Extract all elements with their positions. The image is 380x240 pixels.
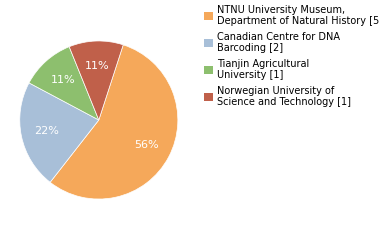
Wedge shape (29, 47, 99, 120)
Wedge shape (69, 41, 123, 120)
Text: 56%: 56% (134, 140, 158, 150)
Wedge shape (20, 83, 99, 182)
Text: 22%: 22% (34, 126, 59, 136)
Text: 11%: 11% (51, 75, 75, 85)
Text: 11%: 11% (85, 61, 109, 71)
Legend: NTNU University Museum,
Department of Natural History [5], Canadian Centre for D: NTNU University Museum, Department of Na… (204, 5, 380, 107)
Wedge shape (50, 45, 178, 199)
